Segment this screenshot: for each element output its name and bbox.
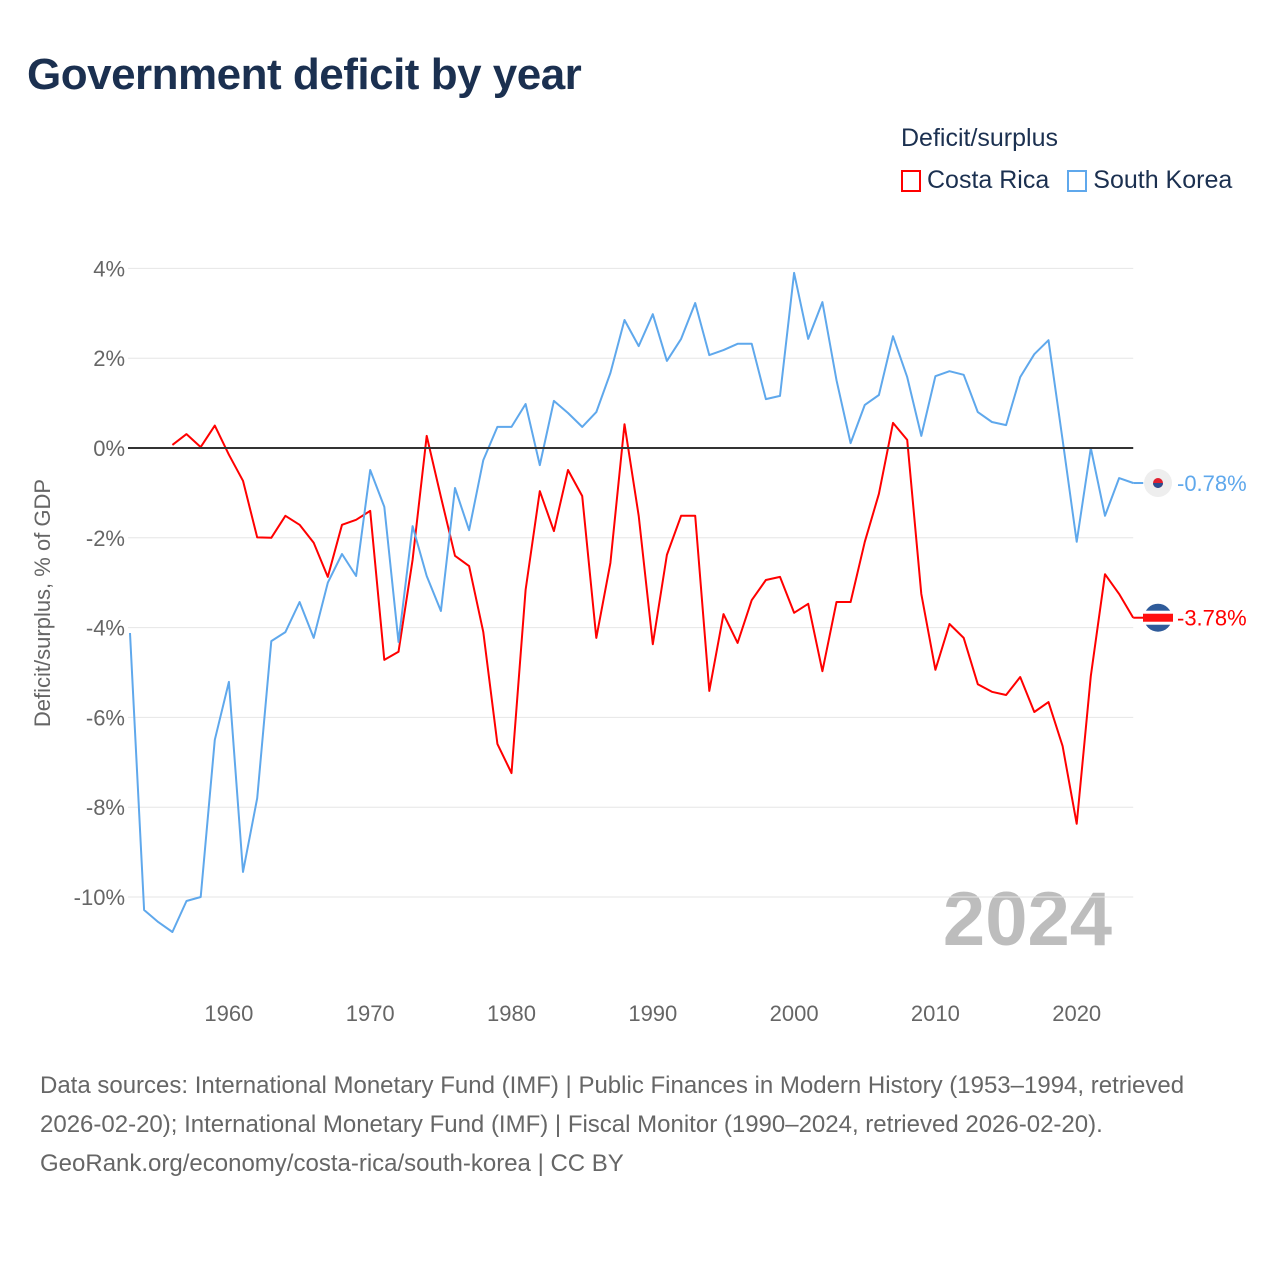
chart-title: Government deficit by year	[27, 50, 582, 99]
y-tick-label: -4%	[86, 616, 125, 641]
y-tick-label: 2%	[93, 346, 125, 371]
series-line-south-korea	[129, 271, 1134, 933]
flag-taegeuk-blue	[1153, 483, 1163, 489]
series-line-costa-rica	[171, 421, 1135, 825]
year-watermark: 2024	[943, 877, 1112, 962]
legend-label: Costa Rica	[927, 166, 1050, 194]
flag-red-band	[1143, 613, 1173, 622]
y-tick-label: -6%	[86, 705, 125, 730]
y-tick-label: -8%	[86, 795, 125, 820]
data-sources: Data sources: International Monetary Fun…	[40, 1072, 1185, 1138]
legend-swatch-costa-rica	[901, 169, 921, 192]
legend-item-costa-rica[interactable]: Costa Rica	[901, 166, 1049, 195]
legend: Costa Rica South Korea	[901, 166, 1232, 195]
end-value-label: -0.78%	[1177, 471, 1247, 496]
x-tick-label: 2000	[770, 1001, 819, 1026]
y-axis-label: Deficit/surplus, % of GDP	[30, 479, 55, 727]
y-tick-label: 4%	[93, 256, 125, 281]
x-tick-label: 1980	[487, 1001, 536, 1026]
y-tick-label: -10%	[74, 885, 125, 910]
y-tick-label: 0%	[93, 436, 125, 461]
x-tick-label: 1960	[204, 1001, 253, 1026]
x-tick-label: 2020	[1052, 1001, 1101, 1026]
x-tick-label: 2010	[911, 1001, 960, 1026]
x-tick-label: 1970	[346, 1001, 395, 1026]
legend-item-south-korea[interactable]: South Korea	[1067, 166, 1232, 195]
credit-link[interactable]: GeoRank.org/economy/costa-rica/south-kor…	[40, 1150, 624, 1177]
y-tick-label: -2%	[86, 526, 125, 551]
footer: Data sources: International Monetary Fun…	[40, 1066, 1240, 1183]
end-value-label: -3.78%	[1177, 606, 1247, 631]
legend-swatch-south-korea	[1067, 169, 1088, 192]
legend-label: South Korea	[1093, 166, 1233, 194]
x-tick-label: 1990	[628, 1001, 677, 1026]
legend-title: Deficit/surplus	[901, 124, 1058, 152]
